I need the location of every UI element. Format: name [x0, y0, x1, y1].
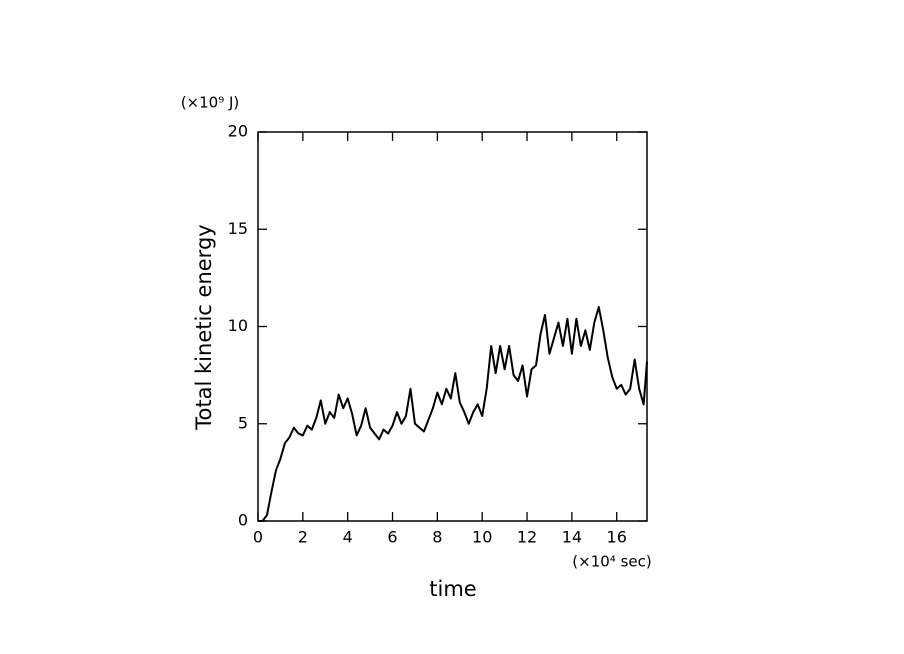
- y-tick-label: 0: [238, 511, 248, 530]
- x-tick-label: 8: [432, 528, 442, 547]
- y-tick-label: 20: [228, 122, 248, 141]
- x-axis-title: time: [429, 577, 476, 601]
- x-tick-label: 16: [607, 528, 627, 547]
- plot-frame: [257, 131, 648, 522]
- x-tick-label: 14: [562, 528, 582, 547]
- y-tick-label: 15: [228, 219, 248, 238]
- x-tick-label: 0: [253, 528, 263, 547]
- y-tick-label: 5: [238, 413, 248, 432]
- x-tick-label: 2: [298, 528, 308, 547]
- y-axis-title: Total kinetic energy: [192, 224, 216, 430]
- x-tick-label: 6: [387, 528, 397, 547]
- y-unit: (×10⁹ J): [181, 94, 240, 112]
- x-tick-label: 4: [343, 528, 353, 547]
- x-unit: (×10⁴ sec): [572, 553, 651, 571]
- data-line: [258, 306, 648, 522]
- x-tick-label: 10: [472, 528, 492, 547]
- x-tick-label: 12: [517, 528, 537, 547]
- y-tick-label: 10: [228, 316, 248, 335]
